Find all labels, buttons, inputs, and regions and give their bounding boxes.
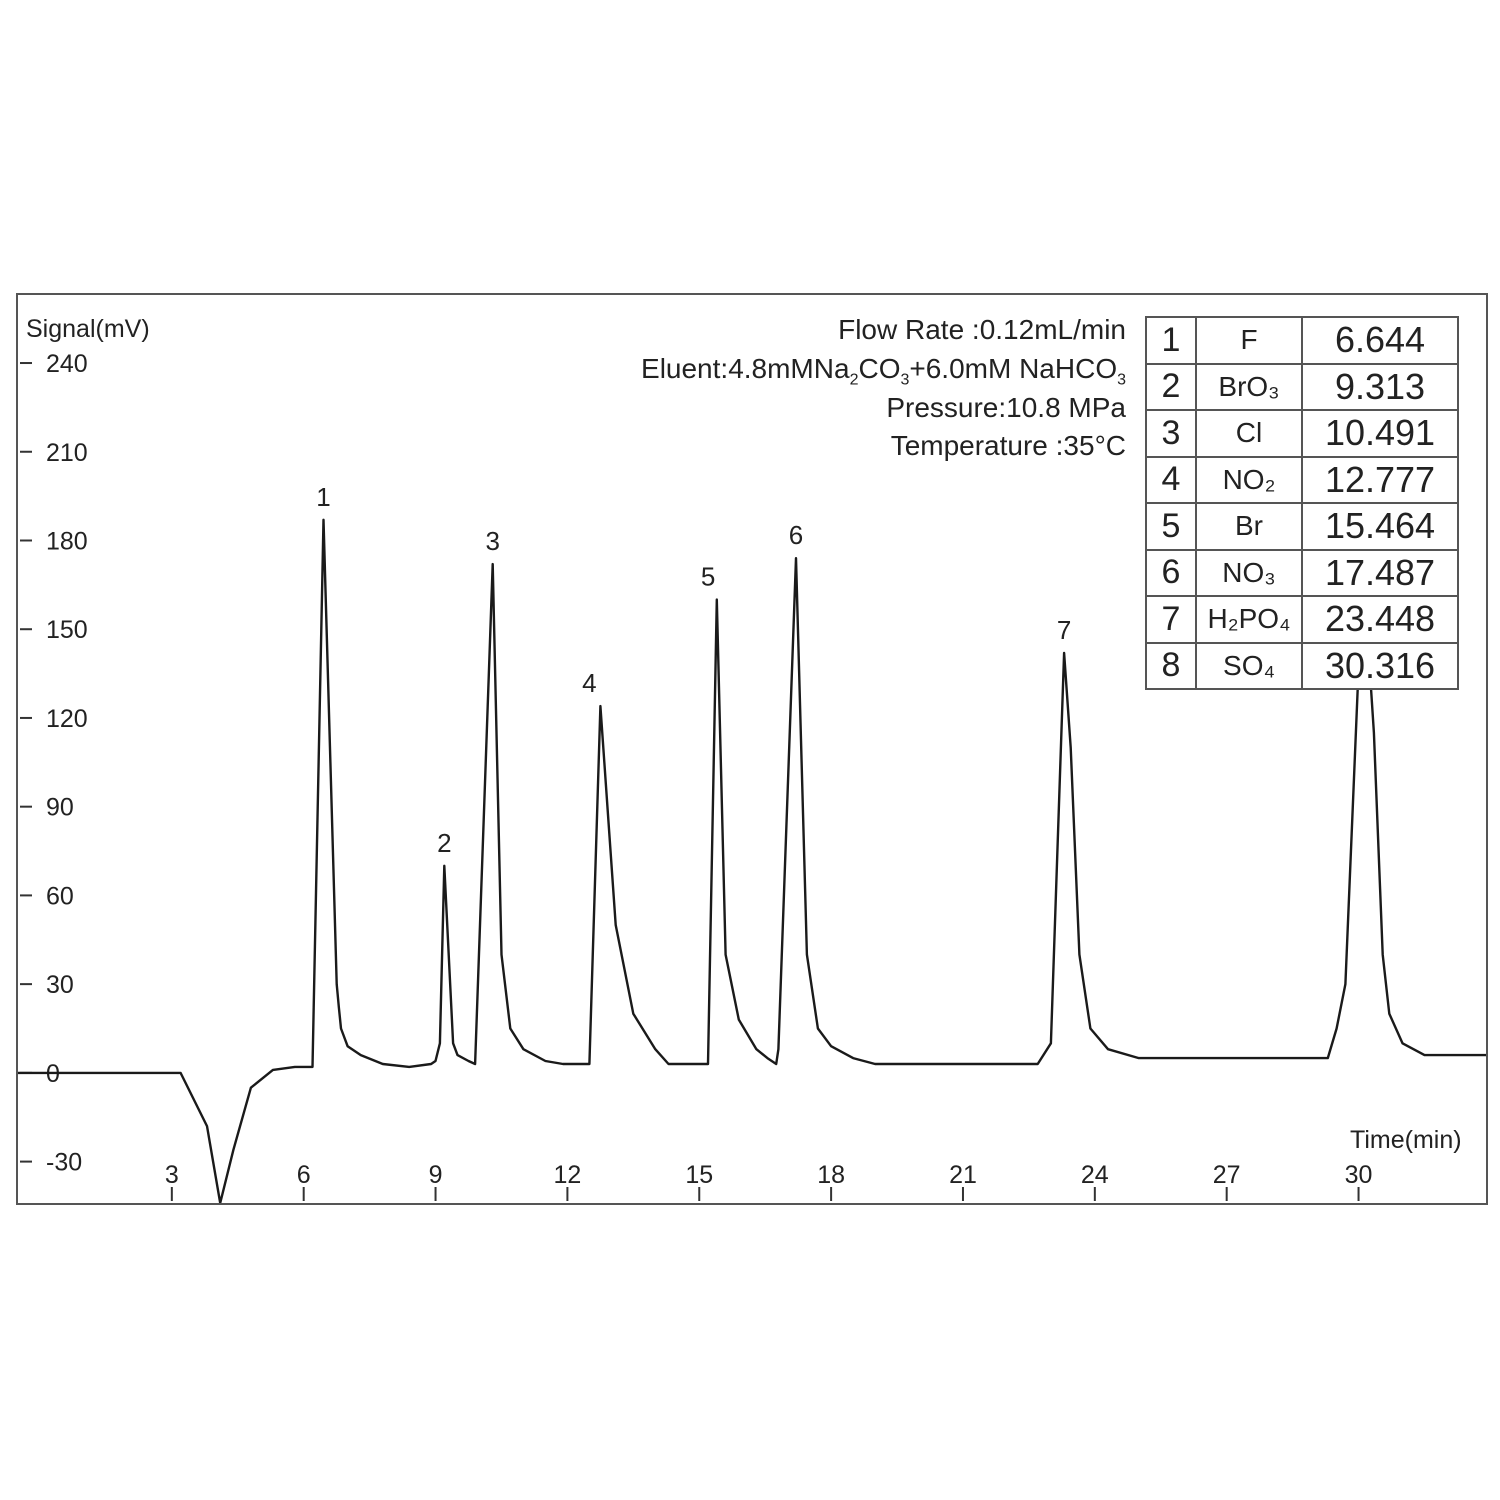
peak-label: 6 (789, 520, 803, 550)
peak-label: 5 (701, 562, 715, 592)
peak-row: 6 NO₃ 17.487 (1145, 548, 1459, 597)
x-tick-label: 27 (1213, 1161, 1241, 1189)
y-tick-label: -30 (46, 1149, 82, 1177)
ion-name: NO₃ (1195, 548, 1303, 597)
chromatogram-chart: Signal(mV) Time(min) 240 210 180 150 120 90 60… (18, 315, 1486, 1203)
peak-table: 1 F 6.644 2 BrO₃ 9.313 3 Cl 10.491 4 NO₂ 12.777 5 Br 1… (1145, 316, 1459, 690)
chromatogram-line (18, 518, 1486, 1203)
peak-number: 1 (1145, 316, 1197, 365)
retention-time: 10.491 (1301, 409, 1459, 458)
x-axis-label: Time(min) (1350, 1126, 1462, 1154)
ion-name: SO₄ (1195, 641, 1303, 690)
temperature-text: Temperature :35°C (890, 430, 1126, 461)
peak-number: 8 (1145, 641, 1197, 690)
y-tick-label: 180 (46, 527, 88, 555)
x-tick-label: 12 (553, 1161, 581, 1189)
peak-number: 3 (1145, 409, 1197, 458)
y-tick-label: 90 (46, 794, 74, 822)
peak-row: 1 F 6.644 (1145, 316, 1459, 365)
y-tick-label: 30 (46, 971, 74, 999)
peak-number: 5 (1145, 502, 1197, 551)
x-tick-label: 21 (949, 1161, 977, 1189)
x-tick-label: 30 (1345, 1161, 1373, 1189)
x-tick-label: 24 (1081, 1161, 1109, 1189)
y-tick-label: 120 (46, 705, 88, 733)
pressure-text: Pressure:10.8 MPa (886, 392, 1126, 423)
eluent-subscript: 3 (900, 371, 910, 389)
eluent-part: +6.0mM NaHCO (909, 353, 1118, 384)
peak-label: 2 (437, 828, 451, 858)
eluent-part: CO (858, 353, 901, 384)
ion-name: Cl (1195, 409, 1303, 458)
series-layer (18, 518, 1486, 1203)
y-tick-label: 240 (46, 350, 88, 378)
peak-number: 2 (1145, 362, 1197, 411)
retention-time: 30.316 (1301, 641, 1459, 690)
peak-label: 7 (1057, 615, 1071, 645)
retention-time: 12.777 (1301, 455, 1459, 504)
y-tick-label: 210 (46, 439, 88, 467)
x-tick-label: 6 (297, 1161, 311, 1189)
peak-row: 2 BrO₃ 9.313 (1145, 362, 1459, 411)
ion-name: Br (1195, 502, 1303, 551)
flow-rate-text: Flow Rate :0.12mL/min (838, 314, 1126, 345)
ion-name: BrO₃ (1195, 362, 1303, 411)
ion-name: F (1195, 316, 1303, 365)
peak-table-body: 1 F 6.644 2 BrO₃ 9.313 3 Cl 10.491 4 NO₂ 12.777 5 Br 1… (1145, 316, 1459, 690)
peak-row: 3 Cl 10.491 (1145, 409, 1459, 458)
eluent-text: Eluent:4.8mMNa2CO3+6.0mM NaHCO3 (641, 353, 1126, 390)
eluent-subscript: 3 (1117, 371, 1126, 389)
y-tick-label: 150 (46, 616, 88, 644)
peak-row: 4 NO₂ 12.777 (1145, 455, 1459, 504)
eluent-subscript: 2 (849, 371, 859, 389)
x-tick-label: 3 (165, 1161, 179, 1189)
retention-time: 15.464 (1301, 502, 1459, 551)
peak-label: 3 (485, 526, 499, 556)
retention-time: 23.448 (1301, 595, 1459, 644)
peak-row: 8 SO₄ 30.316 (1145, 641, 1459, 690)
retention-time: 17.487 (1301, 548, 1459, 597)
x-tick-layer: 3 6 9 12 15 18 21 24 27 30 (165, 1161, 1373, 1201)
peak-label: 4 (582, 668, 596, 698)
x-tick-label: 9 (429, 1161, 443, 1189)
x-tick-label: 18 (817, 1161, 845, 1189)
ion-name: NO₂ (1195, 455, 1303, 504)
peak-number: 4 (1145, 455, 1197, 504)
peak-label-layer: 1 2 3 4 5 6 7 (316, 482, 1071, 858)
peak-row: 5 Br 15.464 (1145, 502, 1459, 551)
y-axis-label: Signal(mV) (26, 315, 150, 343)
peak-number: 6 (1145, 548, 1197, 597)
peak-row: 7 H₂PO₄ 23.448 (1145, 595, 1459, 644)
retention-time: 9.313 (1301, 362, 1459, 411)
ion-name: H₂PO₄ (1195, 595, 1303, 644)
eluent-prefix: Eluent:4.8mMNa (641, 353, 850, 384)
peak-number: 7 (1145, 595, 1197, 644)
y-tick-label: 60 (46, 882, 74, 910)
peak-label: 1 (316, 482, 330, 512)
retention-time: 6.644 (1301, 316, 1459, 365)
x-tick-label: 15 (685, 1161, 713, 1189)
